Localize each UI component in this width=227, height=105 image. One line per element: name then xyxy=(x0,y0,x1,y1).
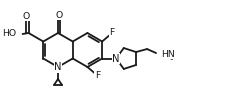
Text: N: N xyxy=(54,62,62,72)
Text: N: N xyxy=(112,54,119,64)
Text: HN: HN xyxy=(160,50,174,58)
Text: O: O xyxy=(23,12,30,21)
Text: O: O xyxy=(55,11,62,20)
Text: F: F xyxy=(109,28,114,37)
Text: F: F xyxy=(94,72,100,81)
Text: HO: HO xyxy=(2,30,17,39)
